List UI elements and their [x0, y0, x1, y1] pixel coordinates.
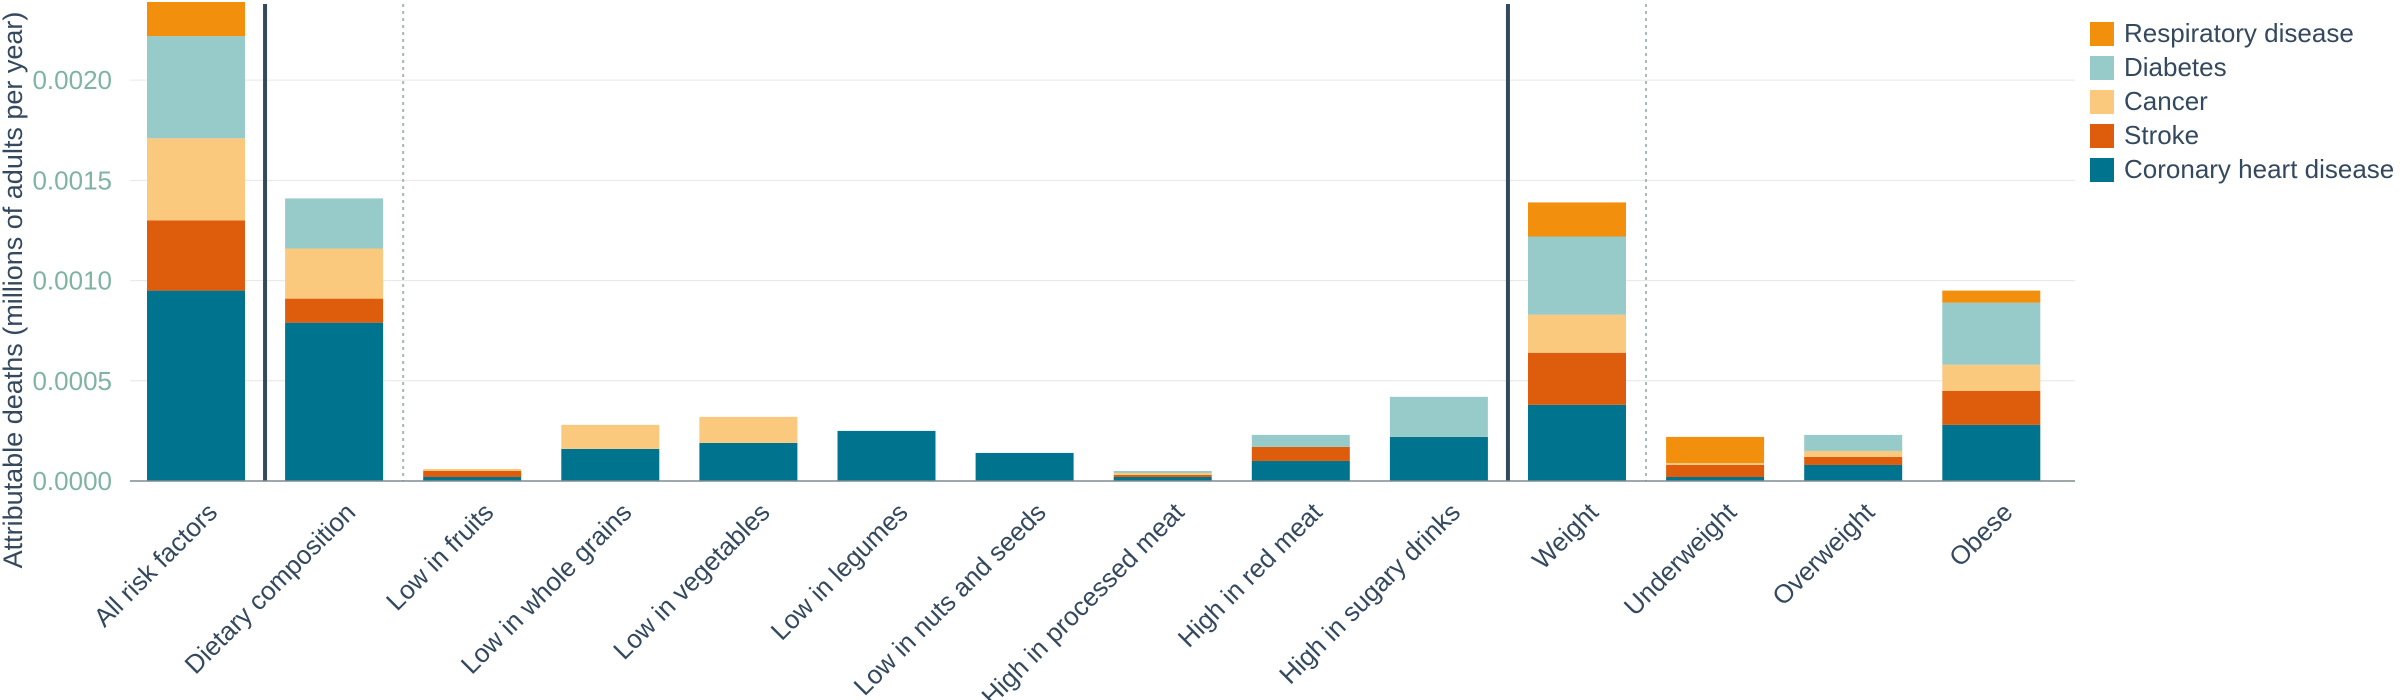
bar-segment	[1804, 450, 1903, 457]
bar-segment	[1804, 464, 1903, 481]
bar-segment	[1666, 462, 1765, 465]
bar-segment	[837, 430, 936, 481]
legend-label: Stroke	[2124, 120, 2199, 150]
legend-swatch	[2090, 90, 2114, 114]
legend-label: Respiratory disease	[2124, 18, 2354, 48]
y-tick-label: 0.0000	[32, 466, 112, 496]
x-tick-label: High in red meat	[1172, 496, 1329, 653]
bar-segment	[285, 198, 384, 249]
bar-segment	[1113, 470, 1212, 473]
x-tick-label: Obese	[1943, 497, 2018, 572]
legend-label: Diabetes	[2124, 52, 2227, 82]
bar-segment	[1251, 446, 1350, 461]
legend-swatch	[2090, 158, 2114, 182]
legend: Respiratory disease Diabetes Cancer Stroke C…	[2090, 18, 2394, 184]
bar-segment	[147, 138, 245, 221]
bar-segment	[1528, 404, 1626, 481]
bar-segment	[147, 36, 245, 139]
bar-segment	[147, 2, 245, 37]
bar-segment	[1389, 396, 1488, 437]
bar-segment	[147, 290, 245, 481]
bar-segment	[423, 468, 522, 471]
bar-segment	[1942, 290, 2041, 303]
bar-segment	[975, 452, 1074, 481]
bars	[147, 2, 2041, 481]
legend-label: Cancer	[2124, 86, 2208, 116]
bar-segment	[1528, 352, 1626, 405]
y-axis-title: Attributable deaths (millions of adults …	[0, 12, 28, 569]
x-tick-label: All risk factors	[87, 497, 223, 633]
bar-segment	[1113, 472, 1212, 475]
bar-segment	[1389, 436, 1488, 481]
bar-segment	[1251, 434, 1350, 447]
bar-segment	[285, 298, 384, 323]
gridlines	[130, 79, 2075, 382]
y-tick-label: 0.0010	[32, 266, 112, 296]
legend-label: Coronary heart disease	[2124, 154, 2394, 184]
bar-segment	[1942, 390, 2041, 425]
bar-segment	[1251, 460, 1350, 481]
bar-segment	[1528, 236, 1626, 315]
bar-segment	[561, 424, 660, 449]
bar-segment	[1942, 364, 2041, 391]
bar-segment	[1528, 314, 1626, 353]
bar-segment	[285, 248, 384, 299]
bar-segment	[423, 470, 522, 477]
bar-segment	[1113, 476, 1212, 481]
x-tick-label: Weight	[1526, 496, 1605, 575]
x-tick-label: Underweight	[1618, 496, 1743, 621]
x-tick-label: Low in fruits	[380, 497, 499, 616]
bar-segment	[699, 416, 798, 443]
bar-segment	[1528, 202, 1626, 237]
y-tick-label: 0.0015	[32, 165, 112, 195]
y-tick-label: 0.0005	[32, 366, 112, 396]
group-separators	[263, 4, 1648, 481]
x-tick-label: Overweight	[1766, 496, 1881, 611]
legend-swatch	[2090, 124, 2114, 148]
bar-segment	[1666, 476, 1765, 481]
bar-segment	[423, 476, 522, 481]
bar-segment	[1666, 464, 1765, 477]
bar-segment	[1666, 436, 1765, 463]
bar-segment	[1113, 474, 1212, 477]
bar-segment	[285, 322, 384, 481]
bar-segment	[1804, 434, 1903, 451]
bar-segment	[1942, 424, 2041, 481]
bar-segment	[699, 442, 798, 481]
bar-segment	[1942, 302, 2041, 365]
bar-segment	[1804, 456, 1903, 465]
bar-segment	[561, 448, 660, 481]
legend-swatch	[2090, 56, 2114, 80]
legend-swatch	[2090, 22, 2114, 46]
x-tick-label: Low in legumes	[765, 497, 914, 646]
y-tick-label: 0.0020	[32, 65, 112, 95]
bar-segment	[147, 220, 245, 291]
